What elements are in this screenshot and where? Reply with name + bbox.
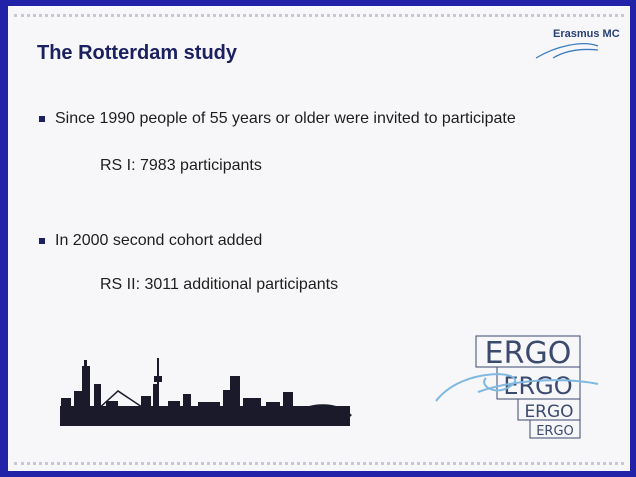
bullet-detail: RS II: 3011 additional participants <box>100 276 338 294</box>
ergo-logo: ERGO ERGO ERGO ERGO <box>436 336 598 439</box>
slide-title: The Rotterdam study <box>37 42 237 65</box>
ergo-label: ERGO <box>485 336 572 371</box>
bullet-marker <box>39 238 45 244</box>
ergo-label: ERGO <box>503 372 572 400</box>
logo-script <box>536 44 598 58</box>
bullet-text: Since 1990 people of 55 years or older w… <box>55 110 516 128</box>
logo-text: Erasmus MC <box>553 28 620 40</box>
bullet-detail: RS I: 7983 participants <box>100 157 262 175</box>
bullet-marker <box>39 116 45 122</box>
bullet-text: In 2000 second cohort added <box>55 232 262 250</box>
ergo-label: ERGO <box>536 424 574 439</box>
skyline <box>60 358 351 426</box>
ergo-label: ERGO <box>524 402 573 422</box>
slide: ERGO ERGO ERGO ERGO The Rotterdam study … <box>0 0 636 477</box>
slide-content: ERGO ERGO ERGO ERGO The Rotterdam study … <box>8 6 630 471</box>
